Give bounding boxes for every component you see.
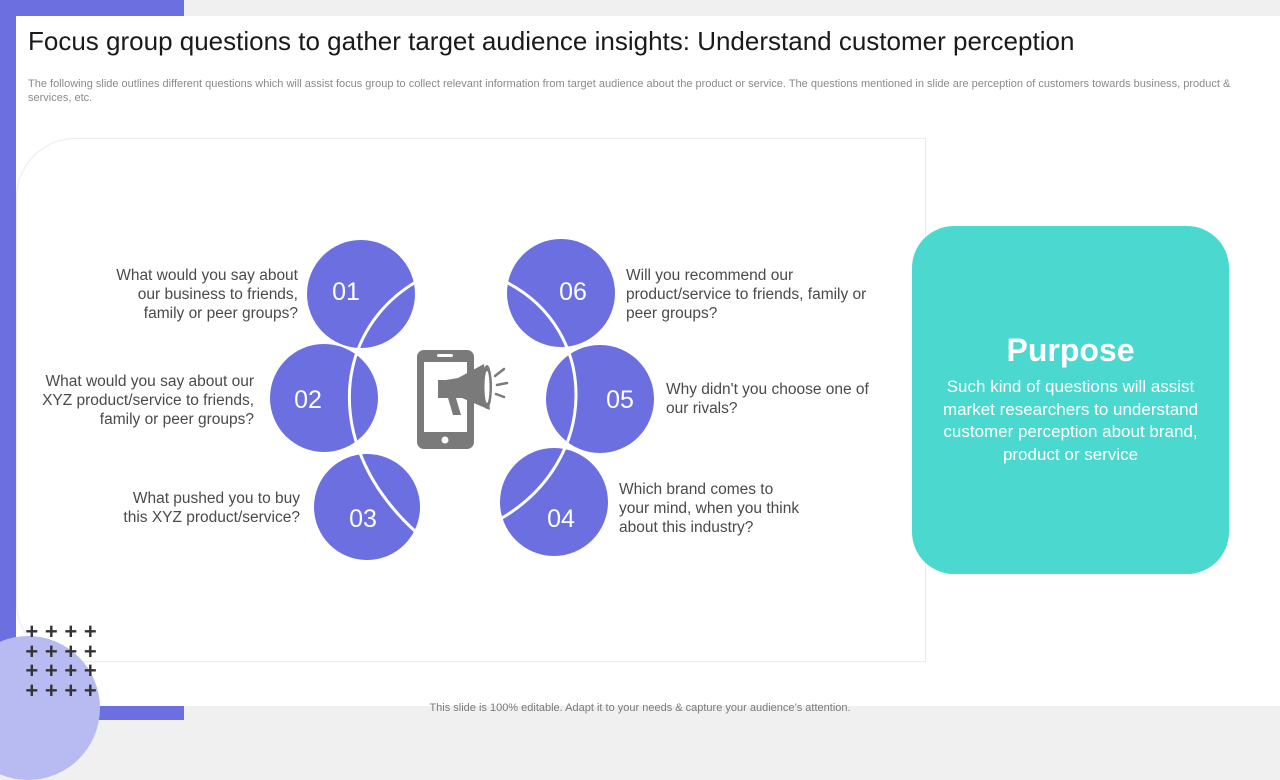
plus-icon: + xyxy=(25,677,39,703)
question-04-text: Which brand comes to your mind, when you… xyxy=(619,481,800,536)
question-03-text: What pushed you to buy this XYZ product/… xyxy=(123,490,300,526)
plus-icon: + xyxy=(44,658,58,683)
plus-icon: + xyxy=(64,638,78,664)
purpose-box: Purpose Such kind of questions will assi… xyxy=(912,226,1229,574)
slide-subtitle: The following slide outlines different q… xyxy=(28,78,1231,104)
purpose-title: Purpose xyxy=(1006,332,1135,368)
question-01-text: What would you say about our business to… xyxy=(116,267,298,322)
plus-icon: + xyxy=(25,619,39,644)
slide-title: Focus group questions to gather target a… xyxy=(28,26,1075,56)
purpose-text: Such kind of questions will assist marke… xyxy=(942,377,1199,464)
plus-icon: + xyxy=(83,619,97,644)
question-05-text: Why didn't you choose one of our rivals? xyxy=(666,381,869,417)
plus-icon: + xyxy=(44,677,58,703)
plus-icon: + xyxy=(64,658,78,683)
plus-icon: + xyxy=(83,677,97,703)
plus-icon: + xyxy=(64,619,78,644)
plus-icon: + xyxy=(25,658,39,683)
question-02-text: What would you say about our XYZ product… xyxy=(42,373,254,428)
footer-note: This slide is 100% editable. Adapt it to… xyxy=(429,702,851,714)
plus-icon: + xyxy=(44,638,58,664)
plus-icon: + xyxy=(83,658,97,683)
plus-pattern-decoration: + + + + + + + + + + + + + + + + xyxy=(22,619,100,703)
question-06-text: Will you recommend our product/service t… xyxy=(626,267,867,322)
plus-icon: + xyxy=(44,619,58,644)
plus-icon: + xyxy=(25,638,39,664)
plus-icon: + xyxy=(64,677,78,703)
plus-icon: + xyxy=(83,638,97,664)
